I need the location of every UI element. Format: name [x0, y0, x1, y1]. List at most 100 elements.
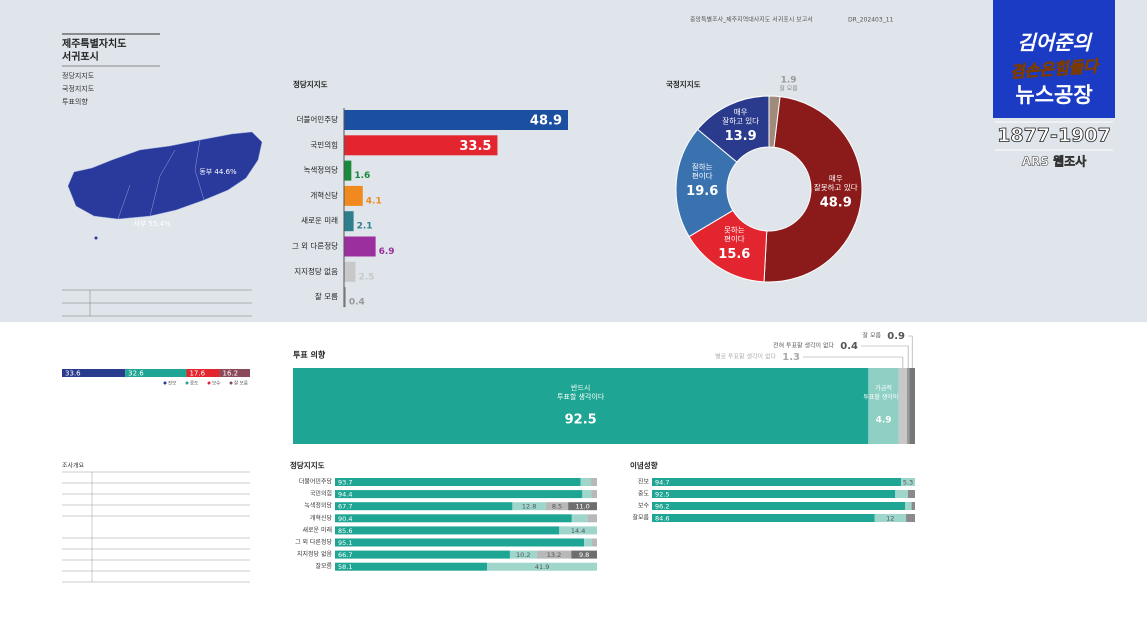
bar-segment [652, 490, 896, 498]
report-title: 중앙특별조사_제주지역대사지도 서귀포시 보고서 [690, 16, 813, 24]
slice-name: 매우 잘하고 있다 [722, 107, 759, 125]
legend-swatch [163, 381, 167, 385]
bar-segment [652, 502, 906, 510]
chart-title: 이념성향 [630, 460, 658, 470]
bar [344, 236, 376, 257]
logo-phone: 1877-1907 [997, 125, 1111, 147]
chart-title: 투표 의향 [293, 350, 326, 360]
value-label: 66.7 [338, 551, 352, 559]
value-label: 2.5 [358, 272, 374, 282]
category-label: 잘모름 [632, 514, 649, 522]
value-label: 33.6 [65, 370, 81, 378]
bar-segment [580, 478, 591, 486]
segment-name: 반드시 투표할 생각이다 [557, 383, 605, 401]
value-label: 90.4 [338, 515, 352, 523]
bar-segment [335, 478, 581, 486]
bar-segment [487, 562, 597, 571]
value-label: 0.4 [349, 298, 365, 308]
bar-segment [335, 502, 513, 511]
slice-name: 못하는 편이다 [724, 224, 745, 243]
bar-segment [512, 502, 546, 511]
map-region [67, 131, 263, 220]
bar-segment [335, 562, 488, 571]
bar [344, 135, 498, 156]
legend-label: 진보 [168, 380, 176, 387]
category-label: 보수 [638, 503, 650, 510]
legend-swatch [229, 381, 233, 385]
bar-segment [901, 478, 915, 486]
value-label: 5.3 [903, 479, 913, 487]
segment-name: 전혀 투표할 생각이 없다 [773, 342, 834, 350]
value-label: 4.1 [366, 196, 382, 206]
bar-segment [125, 369, 187, 377]
logo-text: 김어준의 [1017, 31, 1093, 55]
value-label: 95.1 [338, 539, 352, 547]
value-label: 19.6 [686, 184, 718, 199]
bar-segment [868, 368, 899, 444]
category-label: 새로운 미래 [302, 526, 332, 534]
value-label: 58.1 [338, 563, 352, 571]
bar-segment [335, 526, 560, 535]
legend-label: 중도 [190, 381, 198, 387]
value-label: 0.9 [887, 331, 905, 342]
bar-segment [905, 502, 912, 510]
bar-segment [906, 368, 910, 444]
bar-segment [906, 514, 915, 522]
bar-segment [874, 514, 907, 522]
bar-segment [335, 490, 583, 499]
logo-text: 뉴스공장 [1015, 83, 1092, 107]
category-label: 진보 [638, 478, 650, 486]
value-label: 2.1 [357, 222, 373, 232]
category-label: 지지정당 없음 [297, 550, 333, 558]
value-label: 4.9 [876, 416, 892, 426]
slice-name: 잘하는 편이다 [692, 162, 713, 181]
value-label: 67.7 [338, 503, 352, 511]
leader-line [803, 356, 904, 368]
value-label: 1.3 [782, 352, 800, 363]
segment-name: 별로 투표할 생각이 없다 [715, 353, 776, 361]
bar-segment [652, 478, 902, 486]
bar-segment [219, 369, 250, 377]
segment-name: 잘 모름 [863, 332, 882, 340]
bar-segment [590, 478, 597, 486]
value-label: 94.7 [655, 479, 669, 487]
bar [344, 110, 568, 130]
bar-segment [509, 550, 537, 559]
chart-title: 국정지지도 [666, 79, 701, 89]
value-label: 17.6 [189, 370, 205, 378]
bar-segment [592, 538, 597, 547]
legend-swatch [207, 381, 211, 385]
bar-segment [536, 550, 572, 559]
map-label: 동부 44.6% [199, 168, 237, 176]
value-label: 13.9 [725, 129, 757, 144]
category-label: 더불어민주당 [297, 114, 338, 124]
bar-segment [571, 550, 597, 559]
value-label: 16.2 [223, 370, 239, 378]
bar-segment [335, 538, 585, 547]
report-code: DR_202403_11 [848, 17, 894, 24]
value-label: 84.6 [655, 515, 669, 523]
bar-segment [568, 502, 597, 511]
chart-title: 정당지지도 [290, 460, 325, 470]
donut-slice [696, 95, 770, 163]
value-label: 92.5 [565, 413, 597, 428]
value-label: 94.4 [338, 491, 352, 499]
map-island [94, 236, 98, 240]
value-label: 9.8 [579, 551, 589, 559]
value-label: 10.2 [516, 551, 530, 559]
outline-title: 조사개요 [62, 462, 85, 470]
legend-label: 보수 [212, 381, 220, 387]
value-label: 48.9 [530, 114, 562, 129]
value-label: 15.6 [718, 247, 750, 262]
donut-slice [675, 128, 738, 238]
slice-name: 잘 모름 [779, 85, 798, 93]
logo-box [993, 0, 1115, 118]
category-label: 개혁신당 [310, 514, 333, 522]
contents-item: 투표의향 [62, 97, 88, 106]
value-label: 0.4 [840, 341, 858, 352]
category-label: 그 외 다른정당 [292, 241, 338, 251]
map-label: 서부 55.4% [133, 219, 171, 228]
value-label: 11.0 [575, 503, 589, 511]
bar-segment [898, 368, 907, 444]
bar [344, 160, 352, 181]
